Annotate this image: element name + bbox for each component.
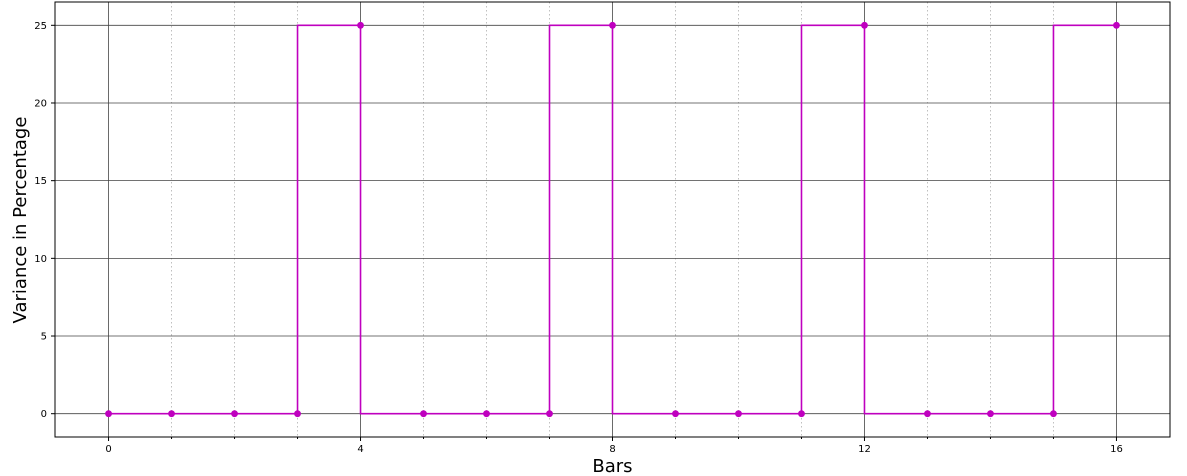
series-layer xyxy=(105,21,1120,418)
y-tick-label: 20 xyxy=(34,98,47,109)
ticks: 0 4 8 12 16 0 5 10 15 20 25 xyxy=(34,21,1123,455)
data-point xyxy=(735,410,742,418)
data-point xyxy=(924,410,931,418)
y-tick-label: 25 xyxy=(34,21,47,32)
data-point xyxy=(168,410,175,418)
x-tick-label: 4 xyxy=(357,444,363,455)
x-tick-label: 0 xyxy=(105,444,111,455)
data-point xyxy=(861,21,868,29)
y-tick-label: 0 xyxy=(41,409,47,420)
data-point xyxy=(420,410,427,418)
data-point xyxy=(294,410,301,418)
y-axis-label: Variance in Percentage xyxy=(10,117,31,324)
data-point xyxy=(798,410,805,418)
y-tick-label: 10 xyxy=(34,254,47,265)
data-point xyxy=(546,410,553,418)
x-tick-label: 16 xyxy=(1110,444,1123,455)
data-point xyxy=(1050,410,1057,418)
data-point xyxy=(987,410,994,418)
data-point xyxy=(672,410,679,418)
series-line xyxy=(108,24,1117,415)
data-point xyxy=(483,410,490,418)
data-point xyxy=(105,410,112,418)
data-point xyxy=(609,21,616,29)
x-axis-label: Bars xyxy=(592,456,632,476)
data-point xyxy=(357,21,364,29)
x-tick-label: 8 xyxy=(609,444,615,455)
y-tick-label: 15 xyxy=(34,176,47,187)
data-point xyxy=(1113,21,1120,29)
data-point xyxy=(231,410,238,418)
x-tick-label: 12 xyxy=(858,444,871,455)
y-tick-label: 5 xyxy=(41,332,47,343)
